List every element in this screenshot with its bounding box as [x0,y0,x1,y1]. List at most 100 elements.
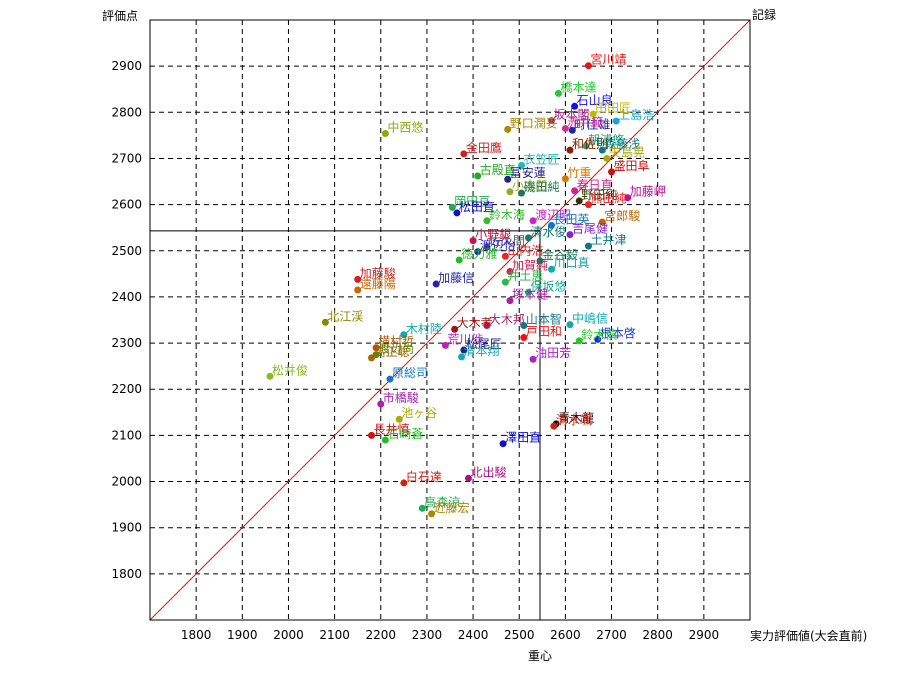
data-point [501,252,509,260]
data-point-label: 熊田純 [590,191,626,206]
data-point [589,110,597,118]
data-point [400,479,408,487]
data-point-label: 吉尾健 [572,222,608,236]
data-point-label: 盛田阜 [614,158,650,173]
data-point [501,278,509,286]
data-point-label: 加藤信 [438,271,474,285]
data-point [550,422,558,430]
y-tick-label: 2700 [111,151,142,165]
x-tick-label: 2800 [642,628,673,642]
data-point [548,265,556,273]
y-axis-label: 評価点 [102,8,138,23]
x-tick-label: 1900 [227,628,258,642]
data-point-label: 北江渓 [327,309,363,323]
data-point [524,234,532,242]
data-point [321,318,329,326]
data-point-label: 矢島晃 [609,144,645,159]
data-point [354,286,362,294]
data-point-label: 井土恵 [507,269,543,283]
data-point-label: 長田英 [554,212,590,226]
y-tick-label: 1900 [111,521,142,535]
data-point [483,322,491,330]
data-point [594,335,602,343]
data-point [566,321,574,329]
tick-labels: 1800 1900 2000 2100 2200 2300 2400 2500 2600 2700… [111,59,719,642]
data-point-label: 松田直 [459,200,495,214]
data-point-label: 鈴木海 [489,207,525,222]
data-point-label: 油田芳 [535,346,571,360]
data-point-label: 渡辺怡 [480,238,516,253]
data-point [566,146,574,154]
data-point [524,288,532,296]
data-point [529,217,537,225]
data-point [561,124,569,132]
y-tick-label: 2100 [111,428,142,442]
data-point-label: 高森涼 [424,494,460,509]
data-point [506,188,514,196]
y-tick-label: 2800 [111,105,142,119]
data-point-label: 鈴木慎 [581,327,617,342]
data-point-label: 宮川靖 [590,52,626,67]
y-tick-label: 2600 [111,198,142,212]
x-axis-label: 実力評価値(大会直前) [750,628,867,643]
data-point [598,218,606,226]
centroid-lines [150,230,541,620]
data-point-label: 中嶋信 [572,311,608,326]
data-point-label: 加藤岬 [630,185,666,199]
data-point-label: 渡辺昭 [535,207,571,222]
data-point [504,125,512,133]
data-point-label: 金谷毅 [542,247,578,262]
data-point-label: 和佐則 [572,137,608,151]
data-point-label: 青木龍 [558,410,594,425]
data-point-label: 清水俊 [530,224,566,239]
data-point [483,243,491,251]
data-point [568,126,576,134]
data-point-label: 松井俊 [272,362,308,377]
data-point [603,154,611,162]
y-tick-label: 2200 [111,382,142,396]
x-tick-label: 2600 [550,628,581,642]
data-point-label: 川口真 [554,256,590,270]
data-point [612,117,620,125]
data-point-label: 原総司 [392,366,428,380]
data-point [354,275,362,283]
data-point-label: 磯田純 [524,180,560,194]
data-point-label: 古殿直 [480,162,516,177]
data-point [571,187,579,195]
data-point-label: 宮郎駿 [604,208,640,223]
data-point [381,436,389,444]
data-point [428,510,436,518]
data-point-label: 横村哲 [378,335,414,349]
data-point-label: 山内浩 [507,243,543,257]
data-point [624,194,632,202]
data-point [554,89,562,97]
centroid-label: 重心 [528,649,552,663]
data-point-label: 小野銀 [475,228,511,242]
data-point [506,268,514,276]
data-point [455,256,463,264]
data-point-label: 野田純 [581,188,617,202]
data-point [451,325,459,333]
x-tick-label: 2200 [365,628,396,642]
data-point-label: 小木哲 [512,179,548,193]
x-tick-label: 2300 [412,628,443,642]
y-tick-label: 2900 [111,59,142,73]
data-point [548,117,556,125]
data-point [566,231,574,239]
data-point-label: 石崎蒼 [387,427,423,441]
data-point [395,415,403,423]
data-point-label: 清本翔 [464,344,500,358]
data-point-label: 白石達 [406,469,442,484]
data-point [504,175,512,183]
data-point-label: 高正聡 [374,344,410,359]
data-point-label: 大木邦 [489,313,525,327]
data-point-label: 塚本健 [512,288,548,302]
data-point-label: 池ヶ谷 [401,406,437,420]
x-tick-label: 2100 [319,628,350,642]
data-point [571,102,579,110]
data-point [584,242,592,250]
data-point [400,331,408,339]
data-point [464,474,472,482]
data-point-label: 山本智 [526,312,562,327]
